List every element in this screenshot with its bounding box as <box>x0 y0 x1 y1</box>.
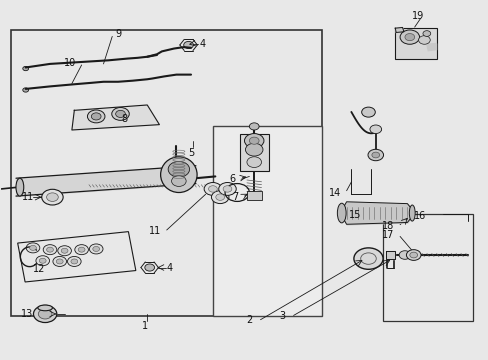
Text: 14: 14 <box>328 188 340 198</box>
Circle shape <box>43 245 57 255</box>
Circle shape <box>208 186 217 192</box>
Polygon shape <box>426 44 436 51</box>
Circle shape <box>244 134 264 148</box>
Circle shape <box>39 258 46 263</box>
Text: 10: 10 <box>63 58 76 68</box>
Circle shape <box>30 246 36 250</box>
Circle shape <box>26 243 40 253</box>
Text: 11: 11 <box>22 192 34 202</box>
Circle shape <box>89 244 103 254</box>
Circle shape <box>404 33 414 41</box>
Ellipse shape <box>337 203 346 223</box>
Circle shape <box>223 186 231 192</box>
Circle shape <box>418 36 429 44</box>
Circle shape <box>116 111 125 117</box>
Circle shape <box>361 107 374 117</box>
Circle shape <box>168 161 189 177</box>
Text: 15: 15 <box>348 210 361 220</box>
Text: 18: 18 <box>381 221 393 231</box>
Circle shape <box>58 246 71 256</box>
Circle shape <box>61 248 68 253</box>
Bar <box>11 30 322 316</box>
Bar <box>382 214 472 321</box>
Circle shape <box>249 123 259 130</box>
Text: 2: 2 <box>245 315 252 325</box>
Circle shape <box>406 249 420 260</box>
Circle shape <box>33 305 57 323</box>
Text: 5: 5 <box>187 148 194 158</box>
Circle shape <box>56 259 63 264</box>
Bar <box>239 134 268 171</box>
Text: 19: 19 <box>411 12 424 21</box>
Circle shape <box>46 193 58 202</box>
Text: 4: 4 <box>166 262 172 273</box>
Circle shape <box>249 137 259 144</box>
Circle shape <box>41 189 63 205</box>
Circle shape <box>46 247 53 252</box>
Circle shape <box>67 256 81 266</box>
Text: 1: 1 <box>142 321 147 331</box>
Circle shape <box>183 41 193 49</box>
Circle shape <box>369 125 381 134</box>
Circle shape <box>93 247 100 251</box>
Circle shape <box>91 113 101 120</box>
Circle shape <box>87 110 105 123</box>
Circle shape <box>38 309 52 319</box>
Circle shape <box>36 256 49 266</box>
Circle shape <box>53 256 66 266</box>
Circle shape <box>399 30 419 44</box>
Circle shape <box>371 152 379 158</box>
FancyBboxPatch shape <box>18 231 136 282</box>
Text: 3: 3 <box>279 311 285 321</box>
Ellipse shape <box>38 305 52 311</box>
Bar <box>212 126 322 316</box>
Circle shape <box>203 183 221 195</box>
Text: 16: 16 <box>413 211 426 221</box>
Circle shape <box>23 88 29 92</box>
Ellipse shape <box>160 157 197 193</box>
Ellipse shape <box>408 205 414 221</box>
Circle shape <box>398 251 410 259</box>
Circle shape <box>211 191 228 203</box>
Circle shape <box>112 108 129 120</box>
Polygon shape <box>385 251 394 258</box>
Ellipse shape <box>16 178 24 196</box>
Text: 12: 12 <box>33 264 45 274</box>
Bar <box>394 28 436 59</box>
Text: 4: 4 <box>200 39 205 49</box>
Circle shape <box>144 264 154 271</box>
Circle shape <box>367 149 383 161</box>
Circle shape <box>215 194 224 201</box>
Circle shape <box>171 176 186 186</box>
Polygon shape <box>72 105 159 130</box>
Circle shape <box>409 252 417 258</box>
Text: 9: 9 <box>116 29 122 39</box>
Circle shape <box>353 248 382 269</box>
Circle shape <box>245 143 263 156</box>
Circle shape <box>78 247 85 252</box>
Circle shape <box>246 157 261 167</box>
Circle shape <box>218 183 236 195</box>
Text: 6: 6 <box>229 174 235 184</box>
Text: 7: 7 <box>232 192 238 202</box>
Text: 17: 17 <box>381 230 393 240</box>
Circle shape <box>23 66 29 71</box>
Text: 11: 11 <box>148 226 161 236</box>
Bar <box>246 191 261 200</box>
Circle shape <box>71 259 78 264</box>
Polygon shape <box>394 27 403 32</box>
Text: 8: 8 <box>122 114 127 124</box>
Circle shape <box>75 245 88 255</box>
Text: 13: 13 <box>21 309 33 319</box>
Circle shape <box>422 31 430 36</box>
